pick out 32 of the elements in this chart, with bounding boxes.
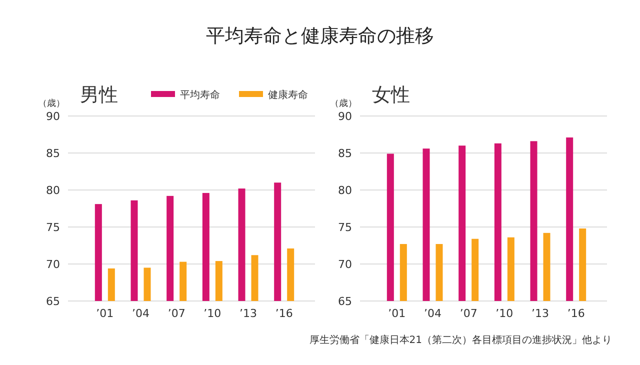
y-tick-label: 90 [338,110,352,123]
chart-title: 平均寿命と健康寿命の推移 [206,25,434,47]
y-tick-label: 90 [46,110,60,123]
x-tick-label: ’07 [460,307,478,320]
chart-subtitle: 女性 [372,84,410,106]
y-tick-label: 80 [338,184,352,197]
y-tick-label: 70 [46,258,60,271]
y-tick-label: 65 [338,295,352,308]
x-tick-label: ’04 [132,307,150,320]
y-axis-title: （歳） [38,98,65,109]
legend-label: 健康寿命 [268,89,308,101]
y-tick-label: 80 [46,184,60,197]
x-tick-label: ’10 [204,307,222,320]
legend-label: 平均寿命 [180,89,220,101]
y-tick-label: 75 [338,221,352,234]
text: 厚生労働省「健康日本21（第二次）各目標項目の進捗状況」他より [309,334,612,346]
x-tick-label: ’04 [424,307,442,320]
y-tick-label: 85 [46,147,60,160]
x-tick-label: ’07 [168,307,186,320]
x-tick-label: ’10 [496,307,514,320]
x-tick-label: ’01 [388,307,406,320]
y-tick-label: 70 [338,258,352,271]
chart-subtitle: 男性 [80,84,118,106]
y-tick-label: 85 [338,147,352,160]
x-tick-label: ’01 [96,307,114,320]
x-tick-label: ’16 [275,307,293,320]
x-tick-label: ’13 [240,307,257,320]
x-tick-label: ’13 [532,307,549,320]
y-tick-label: 75 [46,221,60,234]
y-axis-title: （歳） [330,98,357,109]
x-tick-label: ’16 [567,307,585,320]
y-tick-label: 65 [46,295,60,308]
